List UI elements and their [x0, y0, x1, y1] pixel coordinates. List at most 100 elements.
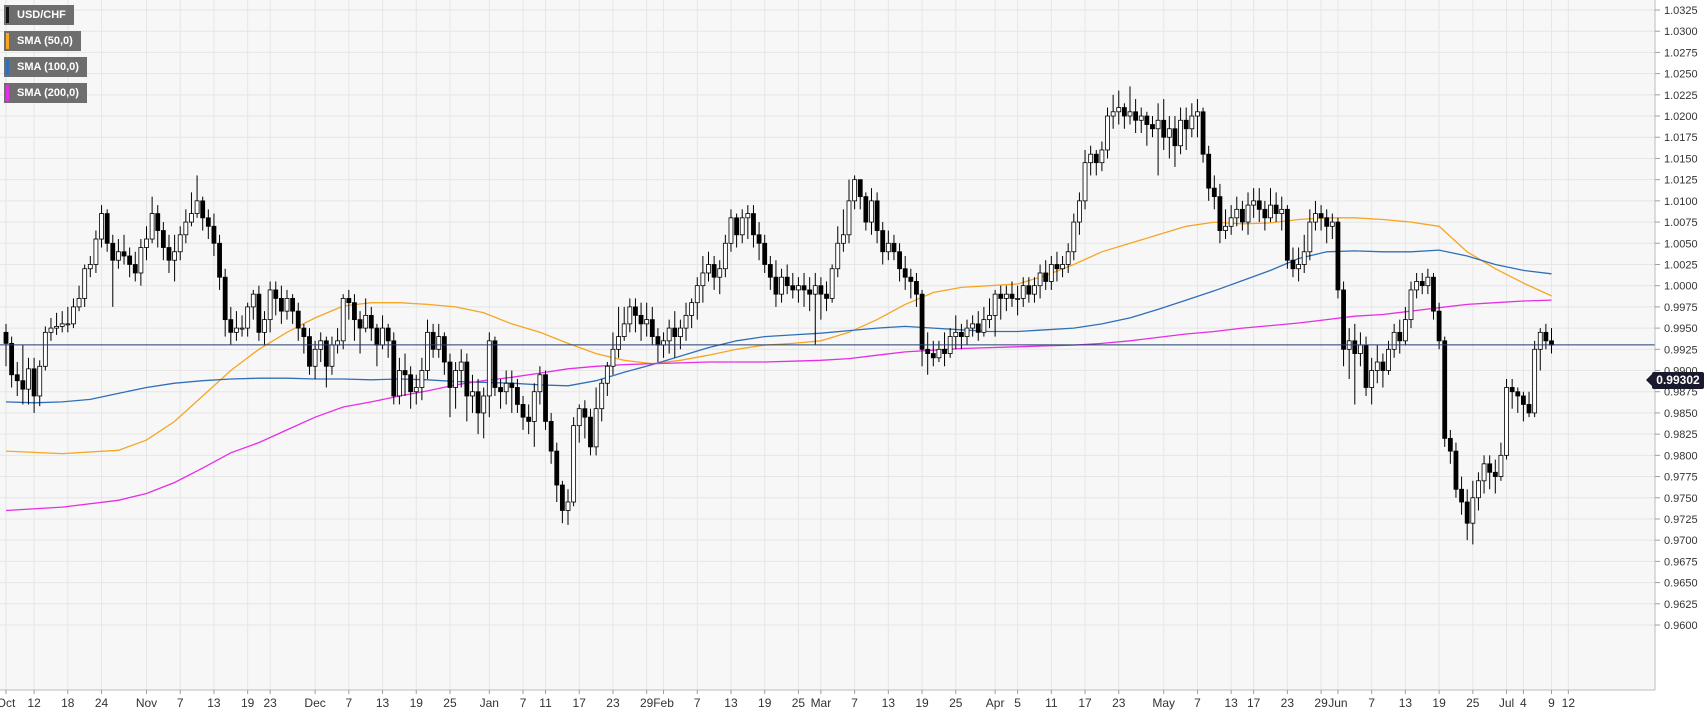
y-tick-label: 1.0325 — [1664, 5, 1698, 17]
x-tick-label: 12 — [1562, 696, 1576, 710]
candle-body-down — [498, 387, 503, 393]
candle-body-up — [970, 323, 976, 329]
candle-body-up — [1105, 115, 1110, 151]
candle-body-up — [486, 340, 492, 397]
legend-item-sma200[interactable]: SMA (200,0) — [4, 83, 87, 103]
y-tick-label: 0.9975 — [1664, 302, 1698, 314]
candle-body-down — [1121, 107, 1127, 117]
candle-body-down — [930, 353, 936, 359]
candle-body-up — [812, 285, 818, 295]
candle-body-down — [3, 331, 9, 344]
candle-body-down — [385, 327, 391, 342]
candle-body-up — [1268, 204, 1273, 219]
candle-body-up — [1155, 119, 1161, 130]
candle-body-down — [548, 421, 554, 452]
x-tick-label: 29 — [1314, 696, 1328, 710]
candle-body-up — [1374, 361, 1380, 371]
y-tick-label: 0.9675 — [1664, 556, 1698, 568]
chart-legend: USD/CHF SMA (50,0) SMA (100,0) SMA (200,… — [4, 5, 87, 109]
candle-body-up — [1138, 115, 1144, 121]
candlestick-series — [3, 86, 1554, 545]
candle-body-up — [54, 326, 59, 329]
candle-body-down — [925, 348, 931, 354]
candle-body-up — [627, 306, 633, 325]
x-tick-label: Apr — [986, 696, 1005, 710]
candle-body-up — [234, 327, 239, 333]
candle-body-up — [1537, 331, 1543, 350]
candle-body-down — [1150, 124, 1155, 130]
y-tick-label: 0.9750 — [1664, 493, 1698, 505]
x-tick-label: 11 — [1045, 696, 1058, 710]
candle-body-up — [885, 242, 891, 253]
candle-body-down — [1211, 187, 1217, 198]
candle-body-up — [116, 251, 121, 261]
candle-body-down — [121, 251, 127, 257]
candle-body-up — [1504, 387, 1509, 456]
candle-body-up — [245, 306, 251, 329]
candle-body-down — [464, 361, 470, 397]
candle-body-down — [1318, 213, 1324, 219]
candle-body-down — [756, 234, 762, 244]
candle-body-down — [773, 276, 779, 295]
candle-body-down — [543, 374, 548, 422]
candle-body-up — [1195, 111, 1200, 117]
candle-body-down — [368, 314, 374, 329]
x-tick-label: 7 — [345, 696, 352, 710]
candle-body-up — [683, 314, 689, 329]
candle-body-up — [267, 289, 273, 321]
candle-body-down — [9, 342, 15, 376]
candle-body-up — [172, 251, 178, 261]
candle-body-down — [1431, 276, 1436, 312]
x-tick-label: 18 — [61, 696, 75, 710]
candle-body-up — [1307, 221, 1313, 253]
candle-body-down — [1324, 217, 1330, 227]
candle-body-down — [1009, 293, 1015, 299]
candle-body-down — [1464, 501, 1470, 524]
x-tick-label: 13 — [376, 696, 390, 710]
candle-body-up — [936, 348, 942, 359]
candle-body-up — [610, 348, 616, 367]
y-tick-label: 0.9700 — [1664, 535, 1698, 547]
candle-body-down — [408, 374, 414, 393]
candle-body-down — [874, 200, 880, 231]
x-tick-label: 7 — [520, 696, 527, 710]
candle-body-up — [987, 314, 992, 321]
candle-body-down — [824, 293, 829, 299]
candle-body-up — [1077, 200, 1082, 223]
candle-body-up — [1099, 149, 1105, 164]
candle-body-up — [1476, 480, 1481, 499]
candle-body-up — [571, 425, 577, 503]
x-tick-label: 29 — [640, 696, 654, 710]
candle-body-down — [1526, 404, 1532, 414]
x-axis-ticks: Oct 12 18 24 Nov 7 13 19 23 Dec 7 13 19 25 Jan 7 11 17 23 2… — [0, 690, 1575, 710]
candle-body-down — [1262, 208, 1268, 219]
candle-body-down — [582, 408, 588, 418]
candle-body-up — [992, 293, 998, 316]
candle-body-down — [1161, 119, 1167, 138]
candle-body-up — [65, 323, 71, 326]
candle-body-down — [20, 380, 26, 390]
candle-body-down — [1509, 387, 1515, 393]
candle-body-down — [638, 314, 644, 325]
candle-body-up — [604, 365, 610, 384]
sma200-line — [5, 299, 1552, 512]
candle-body-up — [42, 331, 48, 367]
legend-item-usdchf[interactable]: USD/CHF — [4, 5, 74, 25]
legend-item-sma100[interactable]: SMA (100,0) — [4, 57, 87, 77]
candle-body-down — [307, 336, 312, 367]
candle-body-down — [1459, 488, 1464, 503]
x-tick-label: Dec — [304, 696, 325, 710]
candle-body-down — [880, 230, 886, 253]
candle-body-down — [959, 331, 964, 337]
x-tick-label: 13 — [207, 696, 221, 710]
candle-body-up — [419, 370, 425, 388]
candle-body-up — [312, 348, 318, 367]
candle-body-down — [509, 382, 515, 388]
candle-body-up — [852, 179, 858, 202]
candle-body-up — [1402, 319, 1408, 342]
candle-body-down — [374, 327, 380, 346]
legend-item-sma50[interactable]: SMA (50,0) — [4, 31, 81, 51]
candle-body-down — [1183, 119, 1189, 130]
y-tick-label: 0.9800 — [1664, 450, 1698, 462]
